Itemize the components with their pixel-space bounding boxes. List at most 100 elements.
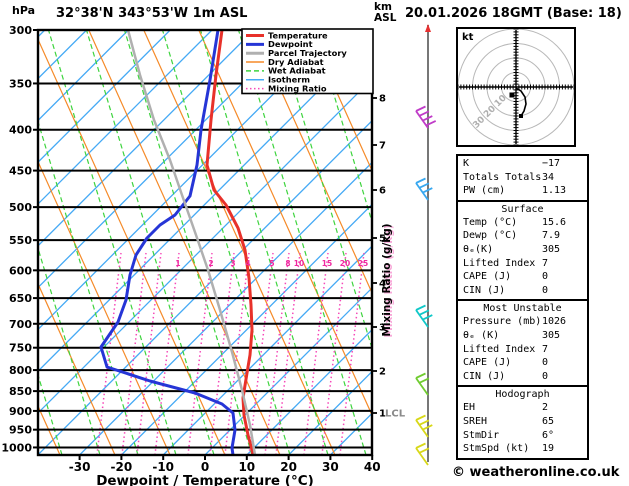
row-label: θₑ (K) <box>463 329 500 341</box>
table-row: CAPE (J) 0 <box>458 356 587 370</box>
altitude-axis: 8 7 6 5 4 3 2 1 LCL <box>372 94 406 420</box>
table-section-3: Hodograph EH 2 SREH 65 StmDir 6° StmSpd (kt) 19 <box>458 385 587 457</box>
lcl-marker: LCL <box>385 409 406 420</box>
table-section-header: Most Unstable <box>483 303 562 315</box>
trace-end-marker <box>519 114 523 118</box>
row-value: 65 <box>542 415 555 427</box>
wind-barb-column <box>415 24 437 466</box>
svg-text:7: 7 <box>379 141 386 152</box>
row-label: StmDir <box>463 429 500 441</box>
hodograph-trace <box>515 87 527 117</box>
table-row: CIN (J) 0 <box>458 284 587 298</box>
wind-barb <box>415 372 430 396</box>
svg-text:0: 0 <box>201 460 209 474</box>
dewpoint-trace <box>99 30 237 455</box>
row-label: StmSpd (kt) <box>463 443 530 455</box>
row-label: Pressure (mb) <box>463 316 542 328</box>
hodograph-unit-label: kt <box>462 32 474 43</box>
table-row: CIN (J) 0 <box>458 370 587 384</box>
row-label: EH <box>463 402 476 414</box>
legend-label-1: Dewpoint <box>268 39 313 49</box>
svg-text:750: 750 <box>9 342 32 355</box>
svg-text:300: 300 <box>9 24 32 37</box>
svg-text:3: 3 <box>230 259 235 268</box>
row-value: 0 <box>542 284 549 296</box>
table-row: Lifted Index 7 <box>458 257 587 271</box>
parcel-trajectory-trace <box>126 30 257 455</box>
row-value: 1.13 <box>542 185 567 197</box>
svg-text:2: 2 <box>379 367 386 378</box>
legend-label-0: Temperature <box>268 30 328 40</box>
svg-text:3: 3 <box>379 323 386 334</box>
hodograph-border <box>456 27 576 147</box>
svg-text:20: 20 <box>340 259 350 268</box>
row-value: 0 <box>542 370 549 382</box>
row-value: 2 <box>542 402 549 414</box>
svg-text:800: 800 <box>9 364 32 377</box>
table-row: StmSpd (kt) 19 <box>458 442 587 456</box>
svg-text:15: 15 <box>322 259 332 268</box>
svg-text:5: 5 <box>379 234 386 245</box>
row-value: 7.9 <box>542 230 561 242</box>
wind-barb <box>415 414 433 438</box>
row-value: 15.6 <box>542 216 567 228</box>
pressure-axis-unit: hPa <box>12 4 36 17</box>
table-row: θₑ(K) 305 <box>458 243 587 257</box>
table-row: Lifted Index 7 <box>458 343 587 357</box>
wind-barb <box>415 304 433 328</box>
asl-label: ASL <box>374 12 397 24</box>
row-value: 0 <box>542 271 549 283</box>
wind-arrow-tip <box>425 24 431 32</box>
wind-barb <box>415 177 433 201</box>
row-label: θₑ(K) <box>463 243 494 255</box>
row-value: 19 <box>542 443 555 455</box>
x-axis-title: Dewpoint / Temperature (°C) <box>96 473 314 486</box>
row-label: Dewp (°C) <box>463 230 518 242</box>
wind-barb <box>415 442 430 466</box>
table-row: Totals Totals 34 <box>458 171 587 185</box>
svg-text:-30: -30 <box>69 460 91 474</box>
credit-text: © weatheronline.co.uk <box>452 465 620 480</box>
row-value: 7 <box>542 343 549 355</box>
svg-text:2: 2 <box>208 259 213 268</box>
svg-text:25: 25 <box>358 259 368 268</box>
row-label: SREH <box>463 415 488 427</box>
row-value: 305 <box>542 329 561 341</box>
table-row: StmDir 6° <box>458 429 587 443</box>
svg-text:950: 950 <box>9 424 32 437</box>
svg-text:900: 900 <box>9 405 32 418</box>
svg-text:1: 1 <box>379 409 386 420</box>
row-label: K <box>463 158 470 169</box>
legend-label-5: Isotherm <box>268 75 310 85</box>
svg-text:8: 8 <box>379 94 386 105</box>
svg-text:-20: -20 <box>111 460 133 474</box>
row-value: 7 <box>542 257 549 269</box>
svg-text:6: 6 <box>379 186 386 197</box>
svg-text:30: 30 <box>322 460 339 474</box>
table-row: SREH 65 <box>458 415 587 429</box>
table-row: PW (cm) 1.13 <box>458 184 587 198</box>
svg-text:550: 550 <box>9 234 32 247</box>
storm-motion-marker <box>509 92 515 98</box>
row-label: CIN (J) <box>463 370 506 382</box>
row-label: Totals Totals <box>463 171 542 183</box>
row-value: 1026 <box>542 316 567 328</box>
row-value: −17 <box>542 158 561 169</box>
svg-text:10: 10 <box>294 259 304 268</box>
svg-text:400: 400 <box>9 124 32 137</box>
svg-text:700: 700 <box>9 318 32 331</box>
table-row: EH 2 <box>458 401 587 415</box>
table-section-0: K −17 Totals Totals 34 PW (cm) 1.13 <box>458 156 587 200</box>
sounding-traces <box>99 30 257 455</box>
svg-text:10: 10 <box>238 460 255 474</box>
svg-text:650: 650 <box>9 292 32 305</box>
altitude-axis-unit: km ASL <box>374 2 396 24</box>
table-row: Temp (°C) 15.6 <box>458 216 587 230</box>
legend-label-6: Mixing Ratio <box>268 83 327 93</box>
mixing-ratio-axis-label: Mixing Ratio (g/kg) <box>381 223 393 336</box>
pressure-axis: 300 350 400 450 500 550 600 650 700 750 800 850 900 9… <box>1 24 38 454</box>
